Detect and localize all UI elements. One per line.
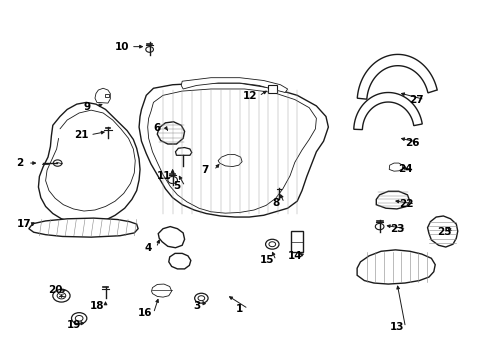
Polygon shape <box>158 226 184 248</box>
Polygon shape <box>147 89 316 213</box>
Text: 24: 24 <box>397 165 411 174</box>
Text: 7: 7 <box>201 165 208 175</box>
Text: 12: 12 <box>243 91 257 101</box>
Polygon shape <box>356 250 434 284</box>
Text: 20: 20 <box>48 285 62 295</box>
Polygon shape <box>267 85 277 93</box>
Polygon shape <box>357 54 436 99</box>
Polygon shape <box>157 122 184 144</box>
Text: 23: 23 <box>390 224 404 234</box>
Polygon shape <box>376 191 409 209</box>
Text: 19: 19 <box>67 320 81 330</box>
Text: 8: 8 <box>271 198 279 208</box>
Text: 15: 15 <box>260 256 274 265</box>
Text: 21: 21 <box>74 130 89 140</box>
Text: 14: 14 <box>287 251 302 261</box>
Text: 4: 4 <box>143 243 151 253</box>
Text: 1: 1 <box>236 304 243 314</box>
Polygon shape <box>427 216 457 247</box>
Text: 5: 5 <box>172 181 180 192</box>
Polygon shape <box>175 148 191 155</box>
Polygon shape <box>388 163 402 171</box>
Polygon shape <box>39 102 140 224</box>
Polygon shape <box>95 88 110 103</box>
Text: 13: 13 <box>389 323 403 333</box>
Polygon shape <box>353 93 421 130</box>
Polygon shape <box>104 94 109 97</box>
Polygon shape <box>151 284 171 297</box>
Polygon shape <box>139 83 328 217</box>
Text: 18: 18 <box>89 301 104 311</box>
Text: 22: 22 <box>398 199 413 209</box>
Polygon shape <box>218 154 242 167</box>
Text: 6: 6 <box>153 123 161 133</box>
Text: 3: 3 <box>193 301 200 311</box>
Text: 9: 9 <box>83 102 91 112</box>
Text: 26: 26 <box>404 138 419 148</box>
Text: 2: 2 <box>16 158 23 168</box>
Polygon shape <box>29 218 138 237</box>
Polygon shape <box>168 253 190 269</box>
Text: 17: 17 <box>17 219 31 229</box>
Text: 16: 16 <box>137 309 152 318</box>
Text: 27: 27 <box>408 95 423 104</box>
Text: 11: 11 <box>157 171 171 181</box>
Polygon shape <box>181 78 287 93</box>
Text: 10: 10 <box>115 42 129 51</box>
Text: 25: 25 <box>437 227 451 237</box>
Polygon shape <box>291 231 303 252</box>
